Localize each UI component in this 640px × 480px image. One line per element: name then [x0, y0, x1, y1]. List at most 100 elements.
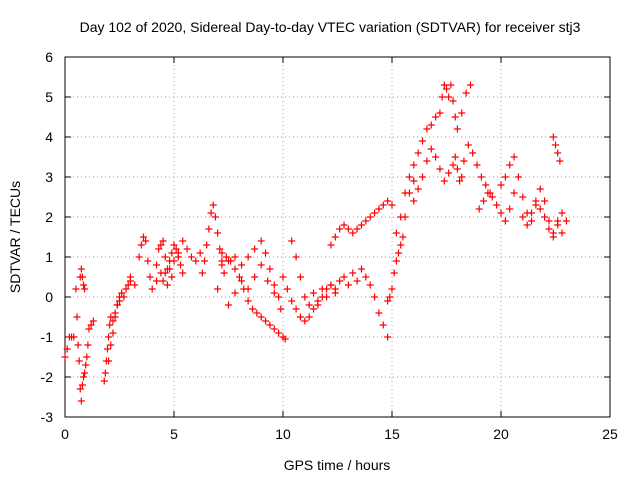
data-point — [519, 213, 527, 221]
series-s13 — [279, 273, 331, 325]
data-point — [336, 225, 344, 233]
data-point — [514, 173, 522, 181]
data-point — [244, 285, 252, 293]
data-point — [305, 301, 313, 309]
data-point — [61, 353, 69, 361]
data-point — [323, 293, 331, 301]
data-point — [106, 321, 114, 329]
y-tick-label: 4 — [45, 129, 53, 145]
data-point — [72, 285, 80, 293]
series-s1 — [61, 333, 78, 361]
data-point — [541, 197, 549, 205]
data-point — [545, 217, 553, 225]
data-point — [438, 93, 446, 101]
data-point — [209, 201, 217, 209]
data-point — [201, 257, 209, 265]
data-point — [397, 213, 405, 221]
data-point — [183, 245, 191, 253]
data-point — [392, 229, 400, 237]
data-point — [349, 269, 357, 277]
series-s12 — [225, 261, 285, 313]
y-tick-label: 2 — [45, 209, 53, 225]
data-point — [124, 281, 132, 289]
data-point — [477, 173, 485, 181]
data-point — [231, 289, 239, 297]
data-point — [331, 233, 339, 241]
data-point — [549, 133, 557, 141]
data-point — [168, 273, 176, 281]
data-point — [292, 305, 300, 313]
data-point — [388, 285, 396, 293]
data-point — [111, 313, 119, 321]
data-point — [257, 261, 265, 269]
series-s17 — [384, 177, 418, 305]
data-point — [554, 149, 562, 157]
plot-frame — [64, 56, 611, 418]
data-point — [436, 109, 444, 117]
data-point — [475, 205, 483, 213]
data-point — [510, 189, 518, 197]
data-point — [541, 213, 549, 221]
data-point — [225, 301, 232, 309]
data-point — [357, 265, 365, 273]
data-point — [464, 141, 472, 149]
data-point — [148, 285, 156, 293]
data-point — [83, 353, 91, 361]
data-point — [423, 157, 431, 165]
series-s7 — [153, 237, 187, 277]
data-point — [392, 257, 400, 265]
data-point — [379, 201, 387, 209]
grid-lines — [65, 57, 610, 417]
data-point — [80, 281, 88, 289]
data-point — [344, 281, 352, 289]
data-point — [458, 109, 466, 117]
data-point — [410, 197, 418, 205]
data-point — [432, 113, 440, 121]
data-point — [288, 297, 296, 305]
data-point — [375, 309, 383, 317]
data-point — [187, 253, 195, 261]
data-point — [277, 305, 285, 313]
data-point — [81, 285, 89, 293]
data-point — [528, 209, 536, 217]
data-point — [501, 173, 509, 181]
data-point — [203, 241, 211, 249]
x-tick-labels: 0 5 10 15 20 25 — [61, 426, 618, 442]
data-point — [384, 297, 392, 305]
data-point — [362, 217, 370, 225]
data-point — [466, 81, 474, 89]
data-point — [120, 293, 128, 301]
data-point — [449, 97, 457, 105]
data-point — [139, 233, 147, 241]
data-point — [453, 125, 461, 133]
data-point — [109, 329, 117, 337]
y-tick-label: 1 — [45, 249, 53, 265]
data-point — [473, 161, 481, 169]
data-point — [327, 281, 335, 289]
data-point — [279, 273, 287, 281]
data-point — [75, 357, 83, 365]
data-point — [331, 285, 339, 293]
data-point — [80, 373, 88, 381]
series-s11 — [218, 237, 283, 301]
data-point — [493, 201, 501, 209]
data-point — [497, 181, 505, 189]
data-point — [288, 237, 296, 245]
data-point — [318, 285, 326, 293]
data-point — [552, 141, 559, 149]
x-tick-label: 10 — [275, 426, 291, 442]
data-point — [488, 193, 496, 201]
data-point — [166, 265, 174, 273]
data-point — [562, 217, 570, 225]
data-point — [107, 341, 115, 349]
data-point — [207, 209, 215, 217]
data-point — [366, 213, 374, 221]
data-point — [384, 197, 392, 205]
data-point — [283, 285, 291, 293]
y-tick-label: -1 — [41, 329, 54, 345]
data-point — [159, 237, 167, 245]
series-s20 — [436, 81, 474, 133]
data-point — [362, 273, 370, 281]
data-point — [395, 249, 403, 257]
series-s16 — [327, 197, 396, 249]
